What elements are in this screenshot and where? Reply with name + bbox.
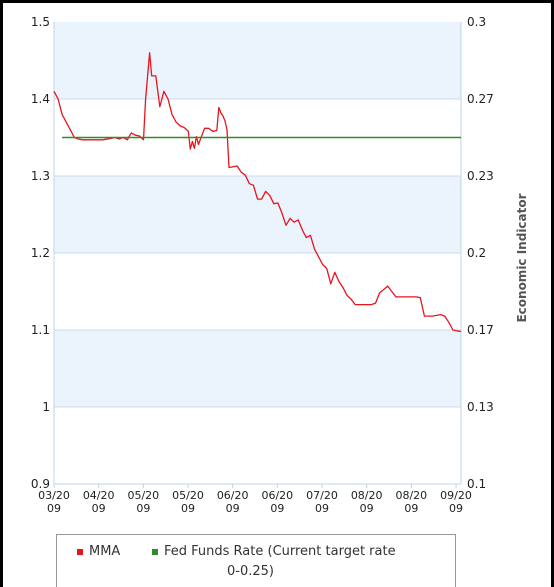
x-tick-label-year: 09	[360, 502, 374, 515]
y-right-tick-label: 0.23	[467, 169, 494, 183]
y-right-tick-label: 0.2	[467, 246, 486, 260]
y-right-tick-label: 0.27	[467, 92, 494, 106]
y-right-tick-label: 0.13	[467, 400, 494, 414]
right-axis-label: Economic Indicator	[515, 193, 529, 322]
chart-legend: MMA Fed Funds Rate (Current target rate …	[56, 534, 456, 587]
x-tick-label-year: 09	[449, 502, 463, 515]
legend-swatch-fed-funds	[152, 548, 158, 555]
y-right-tick-label: 0.3	[467, 15, 486, 29]
plot-band	[54, 176, 461, 253]
x-tick-label-year: 09	[47, 502, 61, 515]
y-left-tick-label: 1.3	[31, 169, 50, 183]
x-tick-label-year: 09	[226, 502, 240, 515]
legend-label-mma: MMA	[89, 544, 121, 559]
x-tick-label-year: 09	[92, 502, 106, 515]
x-tick-label-year: 09	[315, 502, 329, 515]
y-left-tick-label: 0.9	[31, 477, 50, 491]
y-left-tick-label: 1.5	[31, 15, 50, 29]
y-right-tick-label: 0.17	[467, 323, 494, 337]
x-tick-label: 07/20	[306, 489, 338, 502]
x-tick-label: 06/20	[217, 489, 249, 502]
series-line-mma	[53, 52, 462, 333]
x-tick-label: 04/20	[83, 489, 115, 502]
legend-item-fed-funds-cont: 0-0.25)	[227, 564, 274, 579]
x-tick-label-year: 09	[181, 502, 195, 515]
y-left-tick-label: 1	[42, 400, 50, 414]
tick-labels: 1.5 0.3 1.4 0.27 1.3 0.23 1.2 0.2 1.1 0.17 1 0.13 0.…	[31, 15, 494, 515]
y-left-tick-label: 1.2	[31, 246, 50, 260]
y-left-tick-label: 1.4	[31, 92, 50, 106]
grid-lines	[54, 98, 461, 408]
plot-band	[54, 22, 461, 99]
legend-label-fed-funds-line2: 0-0.25)	[227, 564, 274, 579]
x-tick-label-year: 09	[136, 502, 150, 515]
legend-item-fed-funds: Fed Funds Rate (Current target rate	[152, 544, 396, 559]
x-tick-label: 06/20	[261, 489, 293, 502]
x-tick-label: 09/20	[440, 489, 472, 502]
plot-bands	[54, 22, 461, 407]
axes	[53, 22, 462, 488]
x-tick-label: 05/20	[172, 489, 204, 502]
x-tick-label: 08/20	[351, 489, 383, 502]
x-tick-label-year: 09	[270, 502, 284, 515]
x-tick-label-year: 09	[404, 502, 418, 515]
plot-band	[54, 330, 461, 407]
y-right-tick-label: 0.1	[467, 477, 486, 491]
legend-swatch-mma	[77, 548, 83, 555]
x-tick-label: 08/20	[395, 489, 427, 502]
series-lines	[53, 52, 462, 333]
x-tick-label: 03/20	[38, 489, 70, 502]
y-left-tick-label: 1.1	[31, 323, 50, 337]
legend-label-fed-funds-line1: Fed Funds Rate (Current target rate	[164, 544, 396, 559]
x-tick-label: 05/20	[127, 489, 159, 502]
legend-item-mma: MMA	[77, 544, 120, 559]
